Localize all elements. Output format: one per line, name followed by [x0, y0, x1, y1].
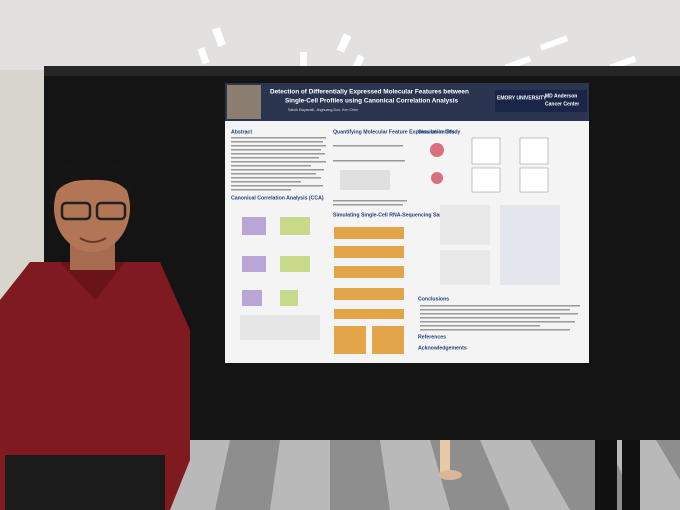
text-lines: [420, 305, 580, 331]
poster: Detection of Differentially Expressed Mo…: [225, 83, 589, 363]
logo: Cancer Center: [545, 101, 579, 107]
text-lines: [333, 145, 407, 206]
person: [0, 158, 190, 510]
section-heading: Simulation Study: [418, 129, 460, 135]
logo: EMORY UNIVERSITY: [497, 95, 547, 101]
poster-title: Detection of Differentially Expressed Mo…: [270, 89, 469, 96]
text-lines: [231, 137, 326, 191]
section-heading: References: [418, 334, 446, 340]
poster-authors: Satvik Elayavalli, Jinghuang Dou, Ken Ch…: [288, 108, 358, 112]
passerby-legs: [438, 425, 640, 510]
section-heading: Acknowledgements: [418, 345, 467, 351]
cca-diagram: [240, 217, 320, 340]
section-heading: Quantifying Molecular Feature Expression…: [333, 129, 455, 135]
section-heading: Conclusions: [418, 296, 449, 302]
flowchart-boxes: [334, 227, 404, 354]
simulation-figures: [430, 137, 560, 285]
section-heading: Simulating Single-Cell RNA-Sequencing Sa…: [333, 212, 454, 218]
ceiling: [0, 0, 680, 70]
board-frame: [44, 66, 680, 76]
section-heading: Canonical Correlation Analysis (CCA): [231, 195, 324, 201]
logo: MD Anderson: [545, 93, 577, 99]
poster-title: Single-Cell Profiles using Canonical Cor…: [285, 98, 459, 105]
section-heading: Abstract: [231, 129, 252, 135]
